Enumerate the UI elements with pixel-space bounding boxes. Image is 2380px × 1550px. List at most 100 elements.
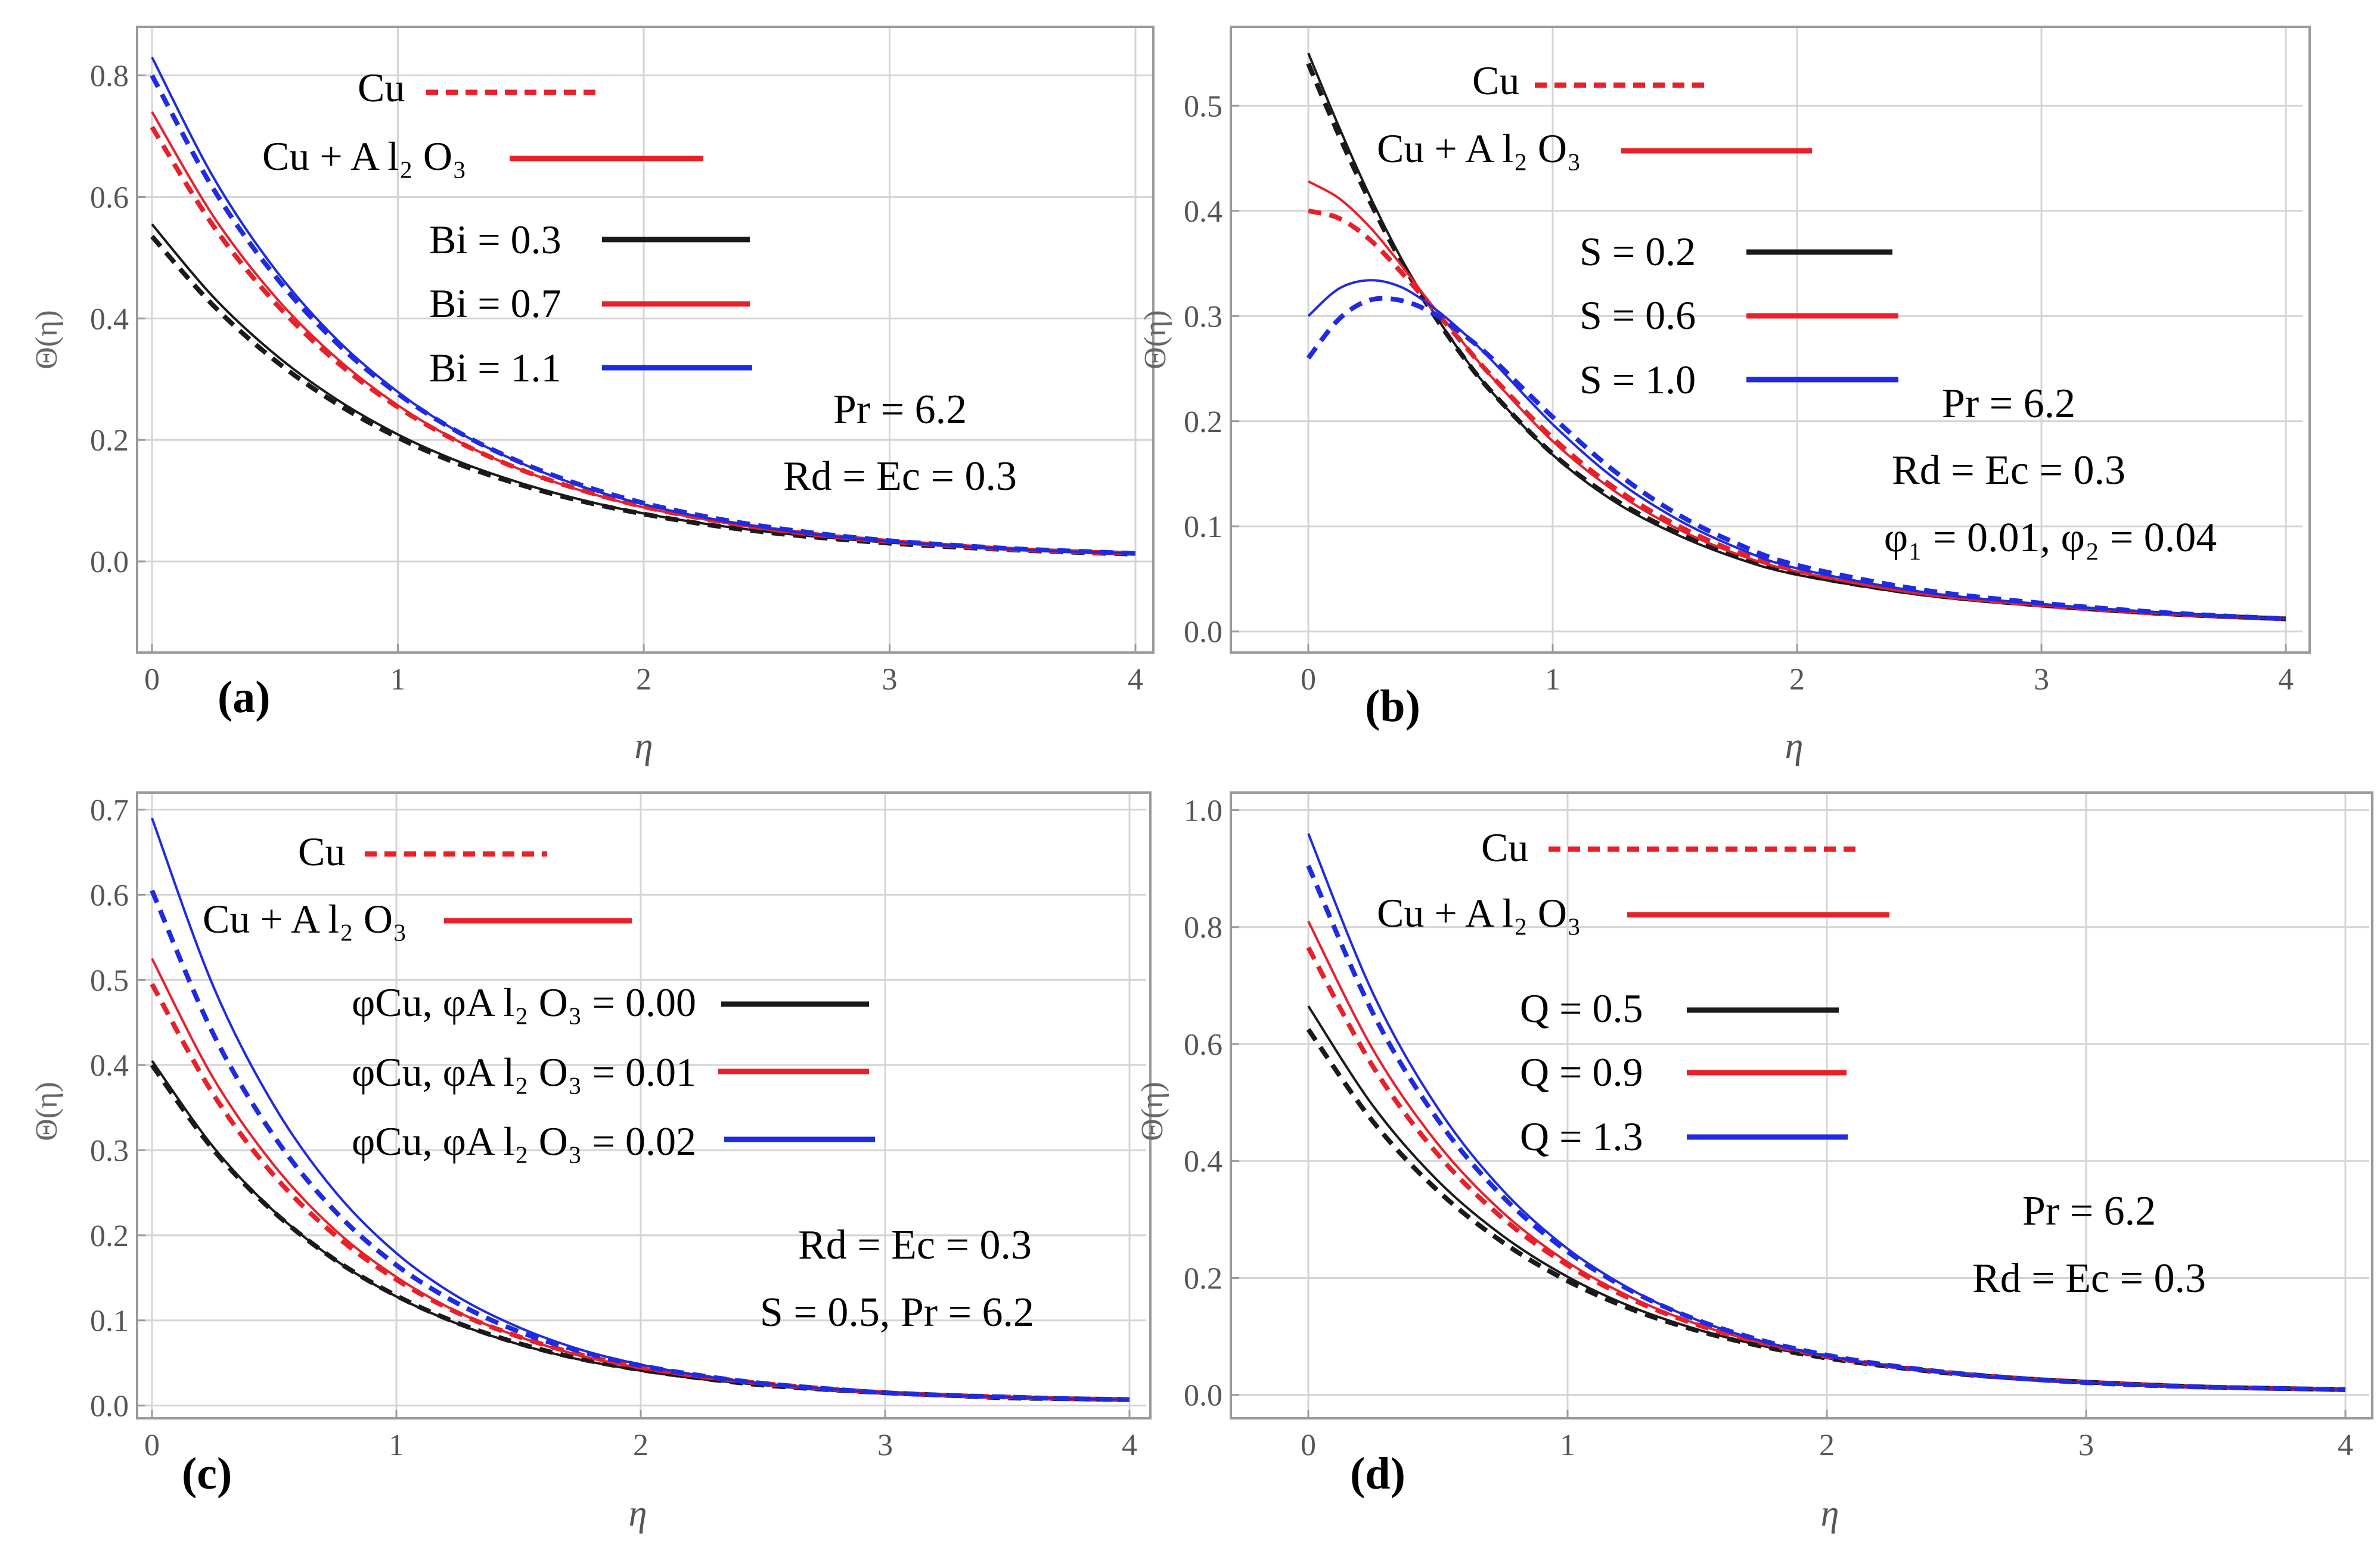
annotation-b-1: Pr = 6.2 <box>1942 381 2075 427</box>
y-tick-label: 0.3 <box>1184 300 1222 334</box>
panel-c-grid <box>138 794 1146 1417</box>
panel-c: 0 1 2 3 4 0.0 0.1 0.2 0.3 0.4 0.5 0.6 0.7 Θ(η) η (c… <box>30 791 1152 1534</box>
y-tick-label: 0.2 <box>1184 405 1222 439</box>
y-tick-label: 0.4 <box>1184 1145 1222 1179</box>
series-line-a-3 <box>150 126 1136 556</box>
x-tick-label: 1 <box>1560 1428 1575 1462</box>
y-tick-label: 0.2 <box>90 1219 129 1253</box>
annotation-b-3: φ₁ = 0.01, φ₂ = 0.04 <box>1884 515 2217 561</box>
panel-c-y-ticks: 0.0 0.1 0.2 0.3 0.4 0.5 0.6 0.7 <box>90 794 145 1424</box>
annotation-c-2: S = 0.5, Pr = 6.2 <box>760 1290 1034 1335</box>
panel-d-y-ticks: 0.0 0.2 0.4 0.6 0.8 1.0 <box>1184 794 1239 1413</box>
legend-a-param-1: Bi = 0.3 <box>429 217 561 262</box>
annotation-d-1: Pr = 6.2 <box>2022 1188 2156 1234</box>
panel-c-x-ticks: 0 1 2 3 4 <box>144 1410 1137 1462</box>
series-line-b-1 <box>1306 63 2286 622</box>
x-tick-label: 2 <box>636 663 651 697</box>
y-tick-label: 0.7 <box>90 794 129 828</box>
panel-c-xlabel: η <box>629 1493 647 1534</box>
panel-d-x-ticks: 0 1 2 3 4 <box>1301 1410 2353 1462</box>
panel-b-xlabel: η <box>1785 726 1804 766</box>
series-line-c-5 <box>150 889 1130 1402</box>
y-tick-label: 0.1 <box>90 1304 129 1338</box>
y-tick-label: 0.8 <box>90 60 129 94</box>
panel-a-y-ticks: 0.0 0.2 0.4 0.6 0.8 <box>90 60 145 579</box>
x-tick-label: 2 <box>1789 663 1805 697</box>
y-tick-label: 1.0 <box>1184 794 1222 828</box>
annotation-d-2: Rd = Ec = 0.3 <box>1972 1256 2206 1301</box>
series-line-a-5 <box>150 74 1136 556</box>
panel-a-ylabel: Θ(η) <box>30 310 64 369</box>
panel-a-frame <box>136 26 1155 654</box>
y-tick-label: 0.0 <box>90 1390 129 1424</box>
x-tick-label: 0 <box>144 1428 160 1462</box>
x-tick-label: 1 <box>390 663 406 697</box>
panel-d-xlabel: η <box>1821 1493 1839 1534</box>
legend-a-hybrid-label: Cu + A l₂ O₃ <box>262 133 467 179</box>
x-tick-label: 0 <box>1301 1428 1316 1462</box>
panel-d: 0 1 2 3 4 0.0 0.2 0.4 0.6 0.8 1.0 Θ(η) η (d) Cu C… <box>1135 791 2373 1534</box>
panel-d-frame <box>1230 791 2373 1419</box>
x-tick-label: 3 <box>877 1428 893 1462</box>
legend-d-param-2: Q = 0.9 <box>1520 1049 1643 1095</box>
panel-c-ylabel: Θ(η) <box>30 1082 64 1141</box>
panel-d-grid <box>1232 794 2369 1417</box>
y-tick-label: 0.3 <box>90 1134 129 1168</box>
panel-b-ylabel: Θ(η) <box>1138 310 1172 369</box>
legend-c-cu-label: Cu <box>298 829 345 874</box>
x-tick-label: 4 <box>1122 1428 1137 1462</box>
y-tick-label: 0.2 <box>90 424 129 458</box>
x-tick-label: 4 <box>2338 1428 2353 1462</box>
x-tick-label: 4 <box>1128 663 1143 697</box>
annotation-a-1: Pr = 6.2 <box>833 387 967 433</box>
x-tick-label: 0 <box>1301 663 1316 697</box>
legend-b-cu-label: Cu <box>1472 58 1519 103</box>
legend-c-hybrid-label: Cu + A l₂ O₃ <box>203 896 407 942</box>
y-tick-label: 0.0 <box>1184 616 1222 650</box>
panel-a-label: (a) <box>218 672 271 722</box>
legend-d-cu-label: Cu <box>1481 825 1528 870</box>
legend-b-param-2: S = 0.6 <box>1580 293 1696 338</box>
legend-b-param-1: S = 0.2 <box>1580 229 1696 274</box>
panel-d-series <box>1306 833 2346 1392</box>
series-line-d-3 <box>1306 946 2346 1392</box>
series-line-b-5 <box>1306 296 2286 622</box>
panel-b-label: (b) <box>1365 681 1420 731</box>
x-tick-label: 3 <box>2034 663 2049 697</box>
series-line-d-5 <box>1306 865 2346 1392</box>
y-tick-label: 0.6 <box>90 181 129 215</box>
legend-d-param-1: Q = 0.5 <box>1520 986 1643 1031</box>
x-tick-label: 1 <box>389 1428 404 1462</box>
legend-c-param-1: φCu, φA l₂ O₃ = 0.00 <box>352 980 696 1025</box>
panel-a: 0 1 2 3 4 0.0 0.2 0.4 0.6 0.8 Θ(η) η (a) Cu Cu +… <box>30 26 1155 766</box>
y-tick-label: 0.5 <box>90 964 129 998</box>
y-tick-label: 0.0 <box>1184 1379 1222 1413</box>
panel-b-y-ticks: 0.0 0.1 0.2 0.3 0.4 0.5 <box>1184 89 1239 650</box>
y-tick-label: 0.6 <box>1184 1028 1222 1062</box>
x-tick-label: 3 <box>2078 1428 2094 1462</box>
panel-c-label: (c) <box>182 1449 232 1499</box>
x-tick-label: 2 <box>1819 1428 1835 1462</box>
annotation-a-2: Rd = Ec = 0.3 <box>783 453 1017 499</box>
y-tick-label: 0.8 <box>1184 911 1222 945</box>
legend-a-param-2: Bi = 0.7 <box>429 281 561 326</box>
panel-b: 0 1 2 3 4 0.0 0.1 0.2 0.3 0.4 0.5 Θ(η) η (b) Cu C… <box>1138 26 2311 766</box>
panel-b-series <box>1306 52 2286 622</box>
panel-d-ylabel: Θ(η) <box>1135 1082 1169 1141</box>
legend-a-cu-label: Cu <box>358 65 405 110</box>
panel-a-grid <box>138 28 1152 651</box>
y-tick-label: 0.6 <box>90 878 129 912</box>
panel-a-xlabel: η <box>635 726 653 766</box>
panel-b-x-ticks: 0 1 2 3 4 <box>1301 644 2294 697</box>
x-tick-label: 0 <box>144 663 160 697</box>
x-tick-label: 3 <box>882 663 898 697</box>
y-tick-label: 0.4 <box>90 1049 129 1083</box>
panel-a-x-ticks: 0 1 2 3 4 <box>144 644 1143 697</box>
y-tick-label: 0.5 <box>1184 89 1222 123</box>
x-tick-label: 2 <box>633 1428 648 1462</box>
panel-a-series <box>150 57 1136 557</box>
legend-c-param-2: φCu, φA l₂ O₃ = 0.01 <box>352 1049 696 1095</box>
series-line-c-1 <box>150 1063 1130 1402</box>
y-tick-label: 0.0 <box>90 545 129 579</box>
